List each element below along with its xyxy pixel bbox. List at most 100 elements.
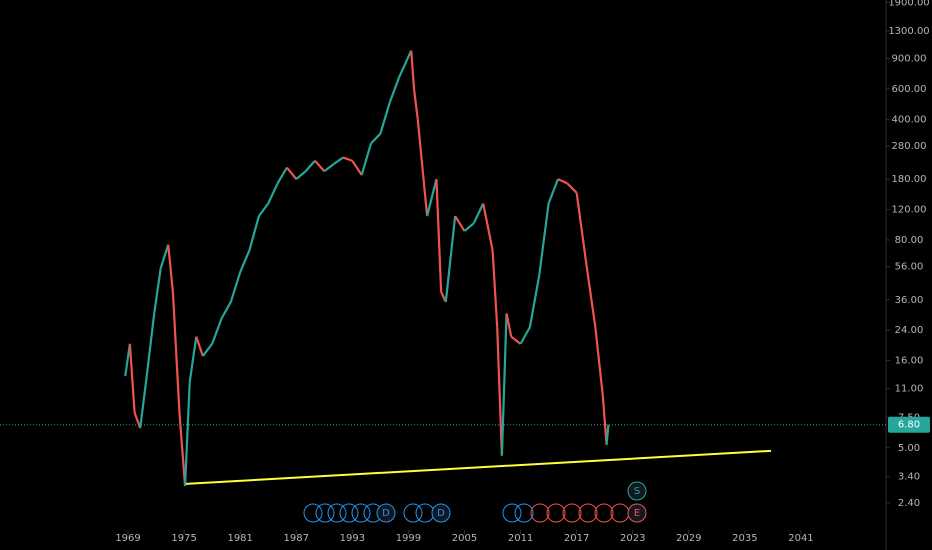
candle-segment [258,202,270,217]
candle-segment [601,395,608,445]
y-tick-label: 80.00 [895,235,924,246]
candle-segment [239,249,251,273]
candle-segment [500,313,508,456]
candle-segment [133,412,142,429]
y-tick-label: 16.00 [895,356,924,367]
y-tick-label: 900.00 [892,53,927,64]
candle-segment [295,170,307,180]
trendline [185,449,772,485]
candle-segment [304,160,316,172]
y-tick-label: 36.00 [895,295,924,306]
x-tick-label: 2035 [732,533,757,544]
candle-segment [482,203,494,251]
dividend-markers [303,481,647,523]
candle-segment [454,215,466,232]
candle-segment [412,88,419,120]
candle-segment [463,222,475,232]
candle-segment [188,336,198,383]
candle-segment [547,178,559,204]
event-label: S [634,486,640,497]
x-tick-label: 2017 [564,533,589,544]
x-tick-label: 2011 [508,533,533,544]
x-tick-label: 2041 [788,533,813,544]
x-tick-label: 1993 [340,533,365,544]
candle-segment [505,313,513,337]
last-price-tag [888,416,930,433]
candle-segment [267,182,279,204]
candle-segment [286,166,298,180]
candle-segment [323,163,335,173]
candle-segment [145,313,156,377]
event-label: E [634,508,640,519]
candle-segment [171,291,181,413]
candle-segment [435,179,443,292]
y-tick-label: 56.00 [895,262,924,273]
candle-segment [220,301,232,320]
candle-segment [159,244,170,269]
candle-segment [491,249,499,328]
y-tick-label: 11.00 [895,384,924,395]
y-tick-label: 1300.00 [888,26,929,37]
candle-segment [519,326,531,345]
candle-segment [398,50,413,78]
candle-segment [139,376,148,429]
candle-segment [594,327,604,396]
candle-segment [201,343,214,357]
event-label: D [437,508,445,519]
candle-segment [211,318,223,345]
candle-segment [538,203,550,276]
candle-segment [410,50,416,89]
y-tick-label: 5.00 [898,443,920,454]
x-tick-label: 1987 [284,533,309,544]
x-tick-label: 1969 [115,533,140,544]
y-tick-label: 2.40 [898,498,920,509]
candle-segment [276,167,288,184]
candle-segment [183,382,191,487]
candle-segment [360,143,373,176]
x-tick-label: 1975 [171,533,196,544]
candle-segment [605,424,610,445]
candle-segment [314,160,326,172]
candle-segment [557,178,568,185]
candle-segment [333,156,344,165]
x-tick-label: 1999 [396,533,421,544]
candle-segment [496,327,503,456]
x-tick-label: 2029 [676,533,701,544]
candle-segment [584,261,597,328]
candle-segment [444,215,457,303]
event-label: D [382,508,390,519]
candle-segment [370,132,382,145]
y-tick-label: 1900.00 [888,0,929,8]
x-tick-label: 2005 [452,533,477,544]
last-price-label: 6.80 [898,420,920,431]
y-tick-label: 120.00 [892,205,927,216]
candle-segment [426,178,438,217]
y-tick-label: 600.00 [892,84,927,95]
x-tick-label: 1981 [227,533,252,544]
candle-segment [167,244,174,292]
y-tick-label: 24.00 [895,325,924,336]
y-tick-label: 280.00 [892,141,927,152]
candle-segment [248,215,260,251]
candle-segment [229,271,242,303]
candle-segment [379,102,391,134]
candle-segment [153,267,162,314]
candle-segment [388,76,401,103]
y-tick-label: 180.00 [892,174,927,185]
candle-segment [575,192,588,262]
candle-segment [342,156,353,162]
candle-segment [195,336,204,357]
candle-segment [528,274,541,328]
candle-segment [510,335,522,345]
y-tick-label: 400.00 [892,114,927,125]
candle-segment [472,203,485,224]
y-tick-label: 3.40 [898,472,920,483]
candle-segment [128,343,136,413]
candle-segment [178,412,187,487]
candle-segment [416,119,429,217]
candle-segment [351,160,363,176]
x-tick-label: 2023 [620,533,645,544]
candle-segment [124,343,131,377]
candle-segment [566,182,578,194]
